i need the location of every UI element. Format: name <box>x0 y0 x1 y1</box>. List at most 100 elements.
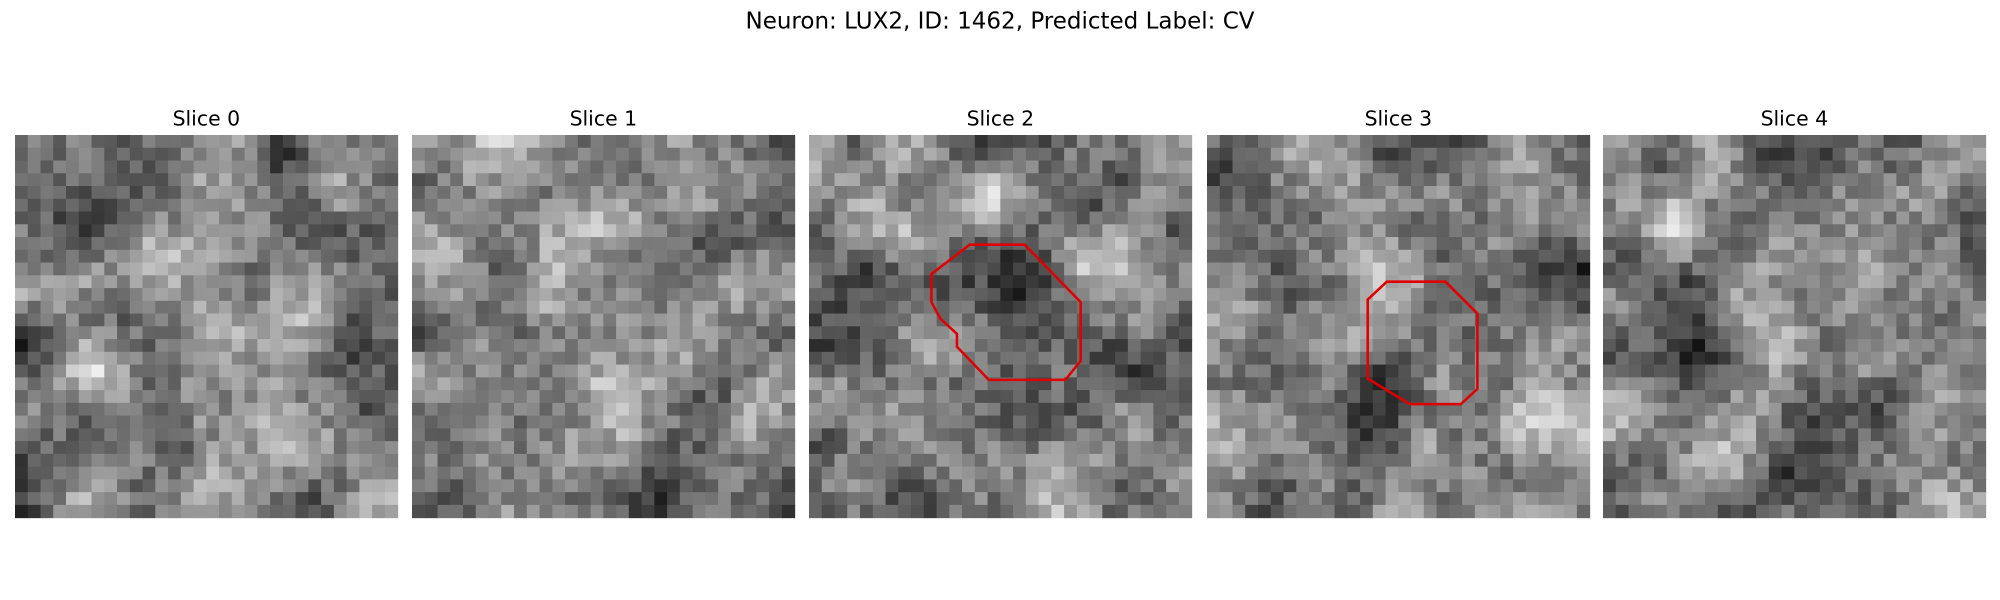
pixel <box>1283 288 1297 302</box>
pixel <box>450 300 464 315</box>
pixel <box>1270 377 1285 391</box>
pixel <box>450 466 464 480</box>
pixel <box>168 275 182 289</box>
pixel <box>730 466 745 480</box>
pixel <box>475 351 490 366</box>
pixel <box>1883 441 1897 455</box>
pixel <box>1411 441 1425 455</box>
pixel <box>1000 466 1014 480</box>
pixel <box>936 326 950 340</box>
pixel <box>1153 147 1167 162</box>
pixel <box>692 351 706 366</box>
pixel <box>1051 466 1065 480</box>
pixel <box>1219 364 1234 378</box>
pixel <box>743 428 757 442</box>
pixel <box>488 364 502 378</box>
pixel <box>628 288 643 302</box>
pixel <box>475 479 490 493</box>
pixel <box>1807 492 1821 506</box>
pixel <box>1858 377 1872 391</box>
pixel <box>962 288 976 302</box>
pixel <box>117 326 131 340</box>
pixel <box>1153 186 1167 200</box>
pixel <box>1717 441 1732 455</box>
pixel <box>1140 147 1154 162</box>
pixel <box>1934 198 1948 213</box>
pixel <box>450 186 464 200</box>
pixel <box>539 224 553 238</box>
pixel <box>1845 415 1859 429</box>
pixel <box>1258 186 1272 200</box>
pixel <box>424 390 439 404</box>
pixel <box>1819 147 1834 162</box>
pixel <box>949 492 963 506</box>
pixel <box>488 288 502 302</box>
pixel <box>1768 441 1783 455</box>
pixel <box>1960 224 1974 238</box>
pixel <box>539 364 553 378</box>
pixel <box>1819 428 1834 442</box>
pixel <box>1883 339 1897 353</box>
pixel <box>66 224 80 238</box>
pixel <box>1449 147 1463 162</box>
pixel <box>834 186 848 200</box>
pixel <box>450 224 464 238</box>
pixel <box>514 390 528 404</box>
pixel <box>539 147 553 162</box>
pixel <box>809 428 823 442</box>
pixel <box>949 351 963 366</box>
pixel <box>1372 173 1387 187</box>
pixel <box>206 313 220 327</box>
pixel <box>679 402 694 417</box>
pixel <box>1089 492 1103 506</box>
pixel <box>1845 198 1859 213</box>
pixel <box>1768 479 1783 493</box>
pixel <box>692 364 706 378</box>
pixel <box>628 198 643 213</box>
pixel <box>1115 173 1129 187</box>
pixel <box>1462 453 1476 468</box>
pixel <box>834 415 848 429</box>
pixel <box>424 262 439 276</box>
pixel <box>1219 237 1234 251</box>
pixel <box>1832 492 1846 506</box>
pixel <box>628 173 643 187</box>
pixel <box>949 364 963 378</box>
pixel <box>384 211 399 225</box>
pixel <box>66 441 80 455</box>
pixel <box>1870 390 1885 404</box>
pixel <box>27 377 42 391</box>
pixel <box>1666 453 1681 468</box>
pixel <box>142 173 156 187</box>
pixel <box>1270 415 1285 429</box>
pixel <box>809 160 823 174</box>
pixel <box>1283 428 1297 442</box>
pixel <box>129 160 144 174</box>
pixel <box>962 415 976 429</box>
pixel <box>412 364 426 378</box>
pixel <box>1717 377 1732 391</box>
pixel <box>756 135 770 149</box>
pixel <box>1153 326 1167 340</box>
pixel <box>129 135 144 149</box>
pixel <box>193 224 207 238</box>
pixel <box>1309 160 1323 174</box>
pixel <box>1245 492 1259 506</box>
pixel <box>1934 313 1948 327</box>
pixel <box>847 492 861 506</box>
pixel <box>1832 364 1846 378</box>
pixel <box>1423 428 1438 442</box>
pixel <box>1909 377 1923 391</box>
pixel <box>781 441 796 455</box>
pixel <box>1283 147 1297 162</box>
pixel <box>1909 275 1923 289</box>
pixel <box>1615 428 1630 442</box>
pixel <box>1921 160 1936 174</box>
pixel <box>1076 479 1091 493</box>
pixel <box>424 313 439 327</box>
slice-title: Slice 0 <box>173 107 240 131</box>
pixel <box>603 211 617 225</box>
pixel <box>1717 186 1732 200</box>
pixel <box>1576 339 1591 353</box>
pixel <box>27 402 42 417</box>
